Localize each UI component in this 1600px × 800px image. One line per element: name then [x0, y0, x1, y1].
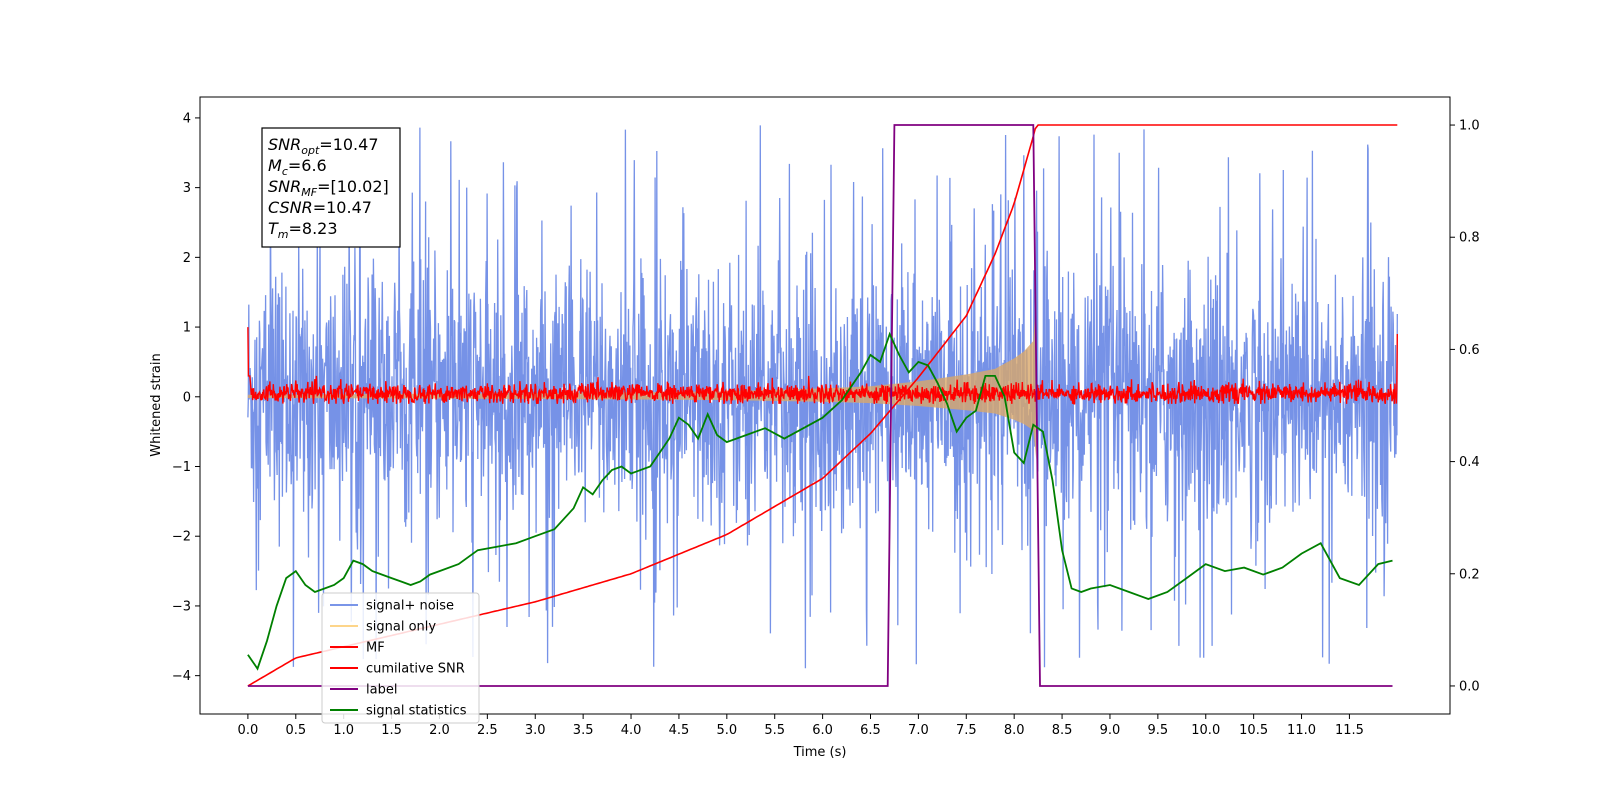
x-tick-label: 1.0	[333, 723, 354, 738]
series-signal-noise	[247, 125, 1398, 669]
annotation-line-4: Tm=8.23	[268, 219, 338, 241]
legend-frame	[321, 592, 480, 724]
y-axis-right: 1.0 0.8 0.6 0.4 0.2 0.0	[1450, 119, 1480, 694]
x-axis-label: Time (s)	[793, 745, 847, 760]
x-tick-label: 11.5	[1335, 723, 1364, 738]
y-tick-label: −1	[172, 460, 191, 475]
annotation-box: SNRopt=10.47Mc=6.6SNRMF=[10.02]CSNR=10.4…	[261, 127, 401, 248]
y2-tick-label: 0.8	[1459, 231, 1480, 246]
y-tick-label: 3	[183, 181, 191, 196]
x-tick-label: 3.0	[525, 723, 546, 738]
legend: signal+ noise signal only MF cumilative SNR…	[321, 592, 480, 724]
y-tick-label: 1	[183, 321, 191, 336]
x-tick-label: 3.5	[573, 723, 594, 738]
x-tick-label: 8.0	[1004, 723, 1025, 738]
annotation-line-2: SNRMF=[10.02]	[268, 177, 389, 199]
y2-tick-label: 1.0	[1459, 119, 1480, 134]
x-tick-label: 0.0	[238, 723, 259, 738]
y-tick-label: −4	[172, 669, 191, 684]
y2-tick-label: 0.6	[1459, 343, 1480, 358]
y2-tick-label: 0.4	[1459, 455, 1480, 470]
x-tick-label: 9.0	[1100, 723, 1121, 738]
legend-label-signal-only: signal only	[366, 620, 436, 635]
legend-label-label: label	[366, 683, 397, 698]
series-mf	[247, 327, 1398, 405]
x-tick-label: 5.5	[764, 723, 785, 738]
x-tick-label: 1.5	[381, 723, 402, 738]
y-tick-label: −3	[172, 599, 191, 614]
y-axis-left: 4 3 2 1 0 −1 −2 −3 −4	[172, 111, 200, 684]
x-tick-label: 10.5	[1239, 723, 1268, 738]
x-tick-label: 9.5	[1148, 723, 1169, 738]
x-tick-label: 7.0	[908, 723, 929, 738]
y-tick-label: 0	[183, 390, 191, 405]
x-tick-label: 2.5	[477, 723, 498, 738]
series-signal-statistics	[247, 331, 1393, 671]
y2-tick-label: 0.0	[1459, 679, 1480, 694]
x-tick-label: 11.0	[1287, 723, 1316, 738]
legend-label-signal-statistics: signal statistics	[366, 704, 467, 719]
y2-tick-label: 0.2	[1459, 567, 1480, 582]
series-layer	[247, 124, 1398, 687]
x-tick-label: 4.5	[669, 723, 690, 738]
y-tick-label: 4	[183, 111, 191, 126]
y-tick-label: 2	[183, 251, 191, 266]
x-tick-label: 5.0	[716, 723, 737, 738]
legend-label-signal-noise: signal+ noise	[366, 599, 454, 614]
annotation-line-0: SNRopt=10.47	[268, 135, 379, 157]
x-tick-label: 0.5	[285, 723, 306, 738]
annotation-line-1: Mc=6.6	[268, 156, 327, 178]
annotation-line-3: CSNR=10.47	[268, 198, 372, 217]
x-tick-label: 10.0	[1191, 723, 1220, 738]
x-tick-label: 7.5	[956, 723, 977, 738]
x-tick-label: 6.5	[860, 723, 881, 738]
x-tick-label: 2.0	[429, 723, 450, 738]
legend-label-mf: MF	[366, 641, 385, 656]
plot-frame	[199, 96, 1451, 715]
x-tick-label: 8.5	[1052, 723, 1073, 738]
x-tick-label: 6.0	[812, 723, 833, 738]
x-axis: 0.0 0.5 1.0 1.5 2.0 2.5 3.0 3.5 4.0 4.5 5.0 5.5 6.0 6…	[238, 714, 1364, 738]
x-tick-label: 4.0	[621, 723, 642, 738]
legend-label-cumilative-snr: cumilative SNR	[366, 662, 465, 677]
y-tick-label: −2	[172, 530, 191, 545]
series-label	[247, 124, 1393, 687]
y-axis-label: Whitened strain	[149, 353, 164, 456]
annotation-frame	[261, 127, 401, 248]
